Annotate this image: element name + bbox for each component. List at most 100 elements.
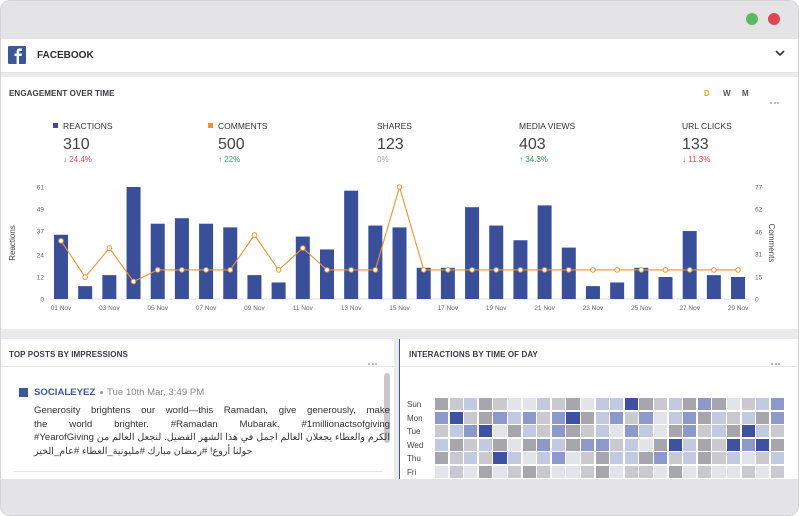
heatmap-cell xyxy=(639,425,653,437)
heatmap-cell xyxy=(683,452,697,464)
comments-point xyxy=(251,232,258,238)
heatmap-cell xyxy=(522,452,536,464)
comments-point xyxy=(686,267,693,273)
comments-point xyxy=(300,245,306,251)
comments-point xyxy=(179,267,185,273)
heatmap-cell xyxy=(654,425,668,437)
heatmap-cell xyxy=(683,398,697,410)
panel-menu[interactable] xyxy=(368,352,379,370)
bar xyxy=(78,286,93,299)
y-tick-label: 61 xyxy=(37,185,45,192)
heatmap-cell xyxy=(610,398,624,410)
comments-point xyxy=(396,184,403,190)
bar xyxy=(465,207,480,299)
heatmap-cell xyxy=(566,398,580,410)
heatmap-cell xyxy=(624,398,638,410)
x-tick-label: 11 Nov xyxy=(293,305,314,312)
heatmap-cell xyxy=(581,452,595,464)
heatmap-cell xyxy=(727,465,741,478)
heatmap-cell xyxy=(697,452,711,464)
comments-point xyxy=(106,245,113,251)
period-button[interactable]: W xyxy=(723,89,731,98)
heatmap-cell xyxy=(478,411,492,424)
heatmap-cell xyxy=(508,452,522,464)
header: FACEBOOK xyxy=(1,39,798,73)
heatmap-cell xyxy=(654,438,668,451)
bar xyxy=(54,234,68,299)
bar xyxy=(150,223,165,299)
y2-axis-label: Comments xyxy=(767,224,776,263)
comments-point xyxy=(324,267,330,273)
period-button[interactable]: M xyxy=(742,89,749,98)
comments-point xyxy=(372,267,379,273)
heatmap-cell xyxy=(449,438,463,451)
bar xyxy=(682,231,697,299)
panel-menu[interactable] xyxy=(770,91,781,109)
x-tick-label: 05 Nov xyxy=(147,305,168,312)
metric-name: COMMENTS xyxy=(218,121,268,131)
bar xyxy=(731,276,746,299)
metric-value: 310 xyxy=(63,136,90,153)
window-button-green[interactable] xyxy=(746,13,758,25)
heatmap-cell xyxy=(435,438,449,451)
metric-name: SHARES xyxy=(377,121,412,131)
heatmap-cell xyxy=(654,411,668,424)
heatmap-cell xyxy=(566,452,580,464)
comments-point xyxy=(638,267,645,273)
x-tick-label: 27 Nov xyxy=(679,305,700,312)
heatmap-cell xyxy=(551,411,565,424)
y2-tick-label: 46 xyxy=(755,230,763,237)
heatmap-cell xyxy=(610,425,624,437)
heatmap-cell xyxy=(566,465,580,478)
metric-change: 0% xyxy=(377,155,389,164)
comments-point xyxy=(203,267,209,273)
post-time: Tue 10th Mar, 3:49 PM xyxy=(107,387,205,398)
y-tick-label: 37 xyxy=(37,229,45,236)
title-bar xyxy=(1,1,798,39)
heatmap-cell xyxy=(449,452,463,464)
x-tick-label: 01 Nov xyxy=(51,305,72,312)
divider xyxy=(13,471,383,472)
bar xyxy=(610,282,625,299)
bar xyxy=(174,218,189,299)
window-button-red[interactable] xyxy=(768,13,780,25)
top-posts-panel: TOP POSTS BY IMPRESSIONS SOCIALEYEZ Tue 1… xyxy=(1,339,394,479)
heatmap-cell xyxy=(697,465,711,478)
heatmap-cell xyxy=(697,438,711,451)
heatmap-cell xyxy=(581,438,595,451)
heatmap-cell xyxy=(493,425,507,437)
interactions-panel: INTERACTIONS BY TIME OF DAY Sun Mon Tue Wed… xyxy=(399,339,798,479)
heatmap-cell xyxy=(566,438,580,451)
period-button[interactable]: D xyxy=(704,89,710,98)
post-author[interactable]: SOCIALEYEZ xyxy=(34,387,96,398)
heatmap-cell xyxy=(537,425,551,437)
bar xyxy=(102,275,117,299)
panel-menu[interactable] xyxy=(771,352,782,370)
comments-point xyxy=(469,267,475,273)
heatmap-cell xyxy=(654,465,668,478)
metric-value: 403 xyxy=(519,136,546,153)
panel-title: INTERACTIONS BY TIME OF DAY xyxy=(409,350,538,359)
scrollbar[interactable] xyxy=(384,373,390,443)
heatmap-cell xyxy=(610,465,624,478)
heatmap-cell xyxy=(756,398,770,410)
heatmap-cell xyxy=(435,398,449,410)
heatmap-cell xyxy=(639,398,653,410)
collapse-chevron[interactable] xyxy=(774,48,786,58)
x-tick-label: 19 Nov xyxy=(486,305,507,312)
heatmap-cell xyxy=(551,465,565,478)
heatmap-cell xyxy=(624,438,638,451)
heatmap-cell xyxy=(464,452,478,464)
bar xyxy=(658,276,673,299)
heatmap-cell xyxy=(668,438,682,451)
heatmap-cell xyxy=(610,411,624,424)
metric-value: 500 xyxy=(218,136,245,153)
heatmap-cell xyxy=(478,452,492,464)
heatmap-cell xyxy=(493,438,507,451)
x-tick-label: 03 Nov xyxy=(99,305,120,312)
heatmap-cell xyxy=(508,411,522,424)
heatmap-cell xyxy=(435,452,449,464)
heatmap-cell xyxy=(668,411,682,424)
metric-change: ↑ 34.3% xyxy=(519,155,548,164)
heatmap-cell xyxy=(595,411,609,424)
